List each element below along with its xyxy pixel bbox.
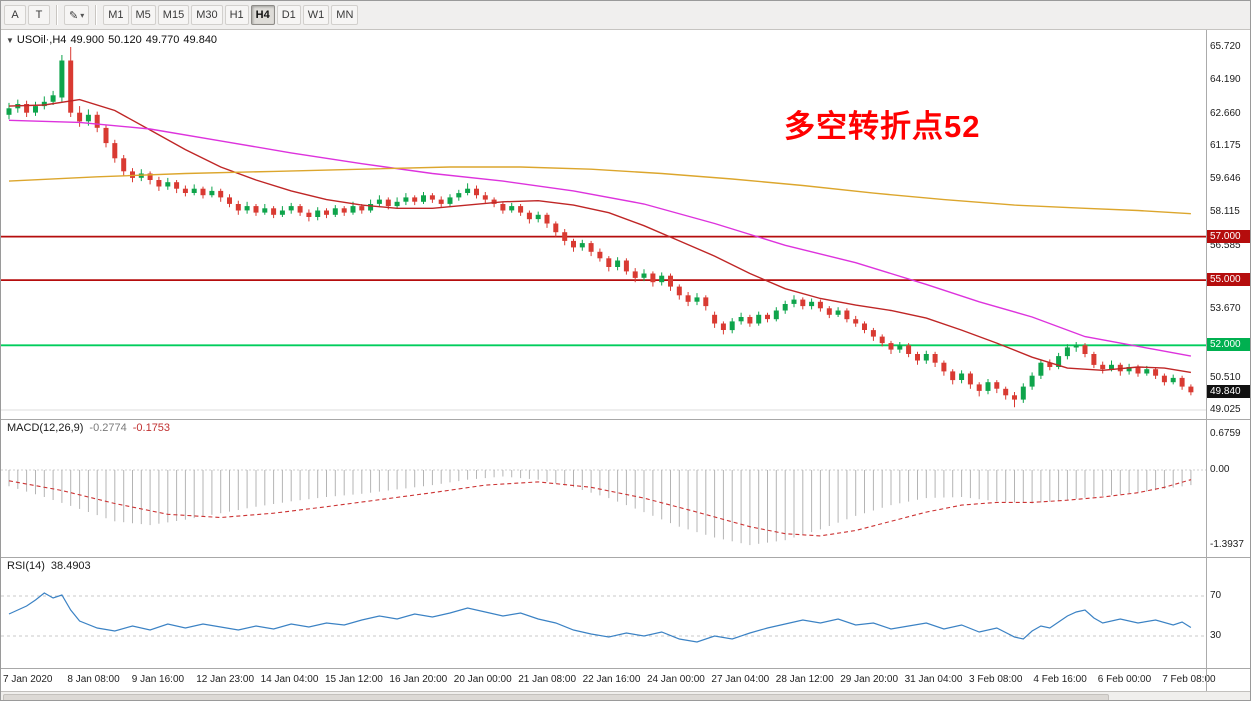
- rsi-label: RSI(14) 38.4903: [7, 560, 91, 572]
- macd-indicator-panel[interactable]: [1, 420, 1206, 557]
- time-axis-label: 4 Feb 16:00: [1033, 674, 1087, 685]
- price-level-badge: 55.000: [1207, 273, 1250, 287]
- timeframe-button-group: M1 M5 M15 M30 H1 H4 D1 W1 MN: [103, 5, 359, 25]
- tool-button-t[interactable]: T: [28, 5, 50, 25]
- macd-axis-label: -1.3937: [1210, 539, 1244, 551]
- scrollbar-thumb[interactable]: [3, 694, 1109, 700]
- ohlc-close: 49.840: [183, 34, 218, 46]
- price-axis-label: 61.175: [1210, 139, 1241, 151]
- time-axis-label: 7 Feb 08:00: [1162, 674, 1216, 685]
- macd-axis-label: 0.00: [1210, 464, 1230, 475]
- ma-fast-red-line: [8, 98, 1192, 374]
- panel-separator: [1, 668, 1250, 669]
- rsi-line: [8, 592, 1192, 643]
- pencil-icon: ✎: [69, 9, 79, 22]
- time-axis-label: 12 Jan 23:00: [196, 674, 255, 685]
- macd-main-value: -0.2774: [89, 422, 127, 434]
- macd-axis-label: 0.6759: [1210, 427, 1241, 439]
- timeframe-button-w1[interactable]: W1: [302, 5, 330, 25]
- price-level-badge: 52.000: [1207, 338, 1250, 352]
- time-axis[interactable]: 7 Jan 2020 8 Jan 08:00 9 Jan 16:00 12 Jan 2…: [1, 669, 1250, 691]
- timeframe-button-m1[interactable]: M1: [103, 5, 129, 25]
- toolbar-separator: [56, 5, 58, 25]
- timeframe-button-h4[interactable]: H4: [250, 5, 275, 25]
- ohlc-low: 49.770: [145, 34, 180, 46]
- tool-button-a[interactable]: A: [4, 5, 26, 25]
- timeframe-button-m15[interactable]: M15: [157, 5, 190, 25]
- rsi-indicator-panel[interactable]: [1, 558, 1206, 668]
- horizontal-scrollbar[interactable]: [1, 691, 1250, 700]
- time-axis-label: 21 Jan 08:00: [518, 674, 577, 685]
- current-price-badge: 49.840: [1207, 385, 1250, 399]
- price-axis-label: 59.646: [1210, 173, 1241, 185]
- time-axis-label: 15 Jan 12:00: [325, 674, 383, 685]
- ma-medium-magenta-line: [8, 119, 1192, 357]
- time-axis-label: 22 Jan 16:00: [582, 674, 641, 685]
- ohlc-open: 49.900: [70, 34, 105, 46]
- candles: [6, 47, 1194, 408]
- timeframe-button-h1[interactable]: H1: [224, 5, 249, 25]
- price-axis-label: 58.115: [1210, 206, 1240, 218]
- drawing-tools-dropdown[interactable]: ✎ ▾: [64, 5, 90, 25]
- time-axis-label: 9 Jan 16:00: [131, 674, 185, 685]
- chevron-down-icon: ▾: [80, 10, 85, 20]
- time-axis-label: 20 Jan 00:00: [453, 674, 512, 685]
- macd-signal-value: -0.1753: [132, 422, 171, 434]
- horizontal-level-lines[interactable]: [1, 235, 1206, 347]
- time-axis-label: 14 Jan 04:00: [260, 674, 319, 685]
- time-axis-label: 31 Jan 04:00: [904, 674, 963, 685]
- rsi-value: 38.4903: [50, 560, 91, 572]
- timeframe-button-m30[interactable]: M30: [191, 5, 223, 25]
- timeframe-button-mn[interactable]: MN: [331, 5, 359, 25]
- panel-separator[interactable]: [1, 557, 1250, 558]
- time-axis-label: 7 Jan 2020: [3, 674, 53, 685]
- rsi-name: RSI(14): [7, 560, 45, 572]
- axis-separator-line: [1206, 29, 1207, 691]
- time-axis-label: 16 Jan 20:00: [389, 674, 448, 685]
- price-axis[interactable]: 65.720 64.190 62.660 61.175 59.646 58.115 56.5…: [1207, 1, 1250, 691]
- price-axis-label: 64.190: [1210, 74, 1241, 86]
- symbol-dropdown-icon[interactable]: ▼: [6, 36, 14, 45]
- chart-symbol-info[interactable]: ▼ USOil·,H4 49.900 50.120 49.770 49.840: [6, 34, 221, 46]
- ma-slow-orange-line: [8, 166, 1191, 215]
- timeframe-button-m5[interactable]: M5: [130, 5, 156, 25]
- macd-signal-line: [8, 479, 1192, 537]
- time-axis-label: 28 Jan 12:00: [775, 674, 834, 685]
- time-axis-label: 29 Jan 20:00: [840, 674, 899, 685]
- macd-histogram: [8, 470, 1192, 546]
- time-axis-label: 3 Feb 08:00: [969, 674, 1023, 685]
- time-axis-label: 27 Jan 04:00: [711, 674, 770, 685]
- rsi-axis-label: 70: [1210, 590, 1222, 601]
- rsi-axis-label: 30: [1210, 630, 1222, 641]
- price-level-badge: 57.000: [1207, 229, 1250, 243]
- panel-separator[interactable]: [1, 419, 1250, 420]
- symbol-label: USOil·,H4: [16, 34, 67, 46]
- price-axis-label: 50.510: [1210, 371, 1241, 383]
- price-axis-label: 65.720: [1210, 41, 1241, 52]
- price-axis-label: 62.660: [1210, 107, 1241, 119]
- price-axis-label: 49.025: [1210, 403, 1241, 415]
- price-axis-label: 56.585: [1210, 239, 1241, 251]
- time-axis-label: 8 Jan 08:00: [67, 674, 120, 685]
- macd-name: MACD(12,26,9): [7, 422, 84, 434]
- ohlc-high: 50.120: [108, 34, 142, 46]
- main-price-chart[interactable]: [1, 29, 1206, 419]
- timeframe-button-d1[interactable]: D1: [276, 5, 301, 25]
- macd-label: MACD(12,26,9) -0.2774 -0.1753: [7, 422, 170, 434]
- time-axis-label: 24 Jan 00:00: [647, 674, 705, 685]
- chart-text-annotation[interactable]: 多空转折点52: [784, 109, 981, 144]
- toolbar-separator: [95, 5, 98, 25]
- price-axis-label: 53.670: [1210, 302, 1241, 314]
- time-axis-label: 6 Feb 00:00: [1097, 674, 1152, 685]
